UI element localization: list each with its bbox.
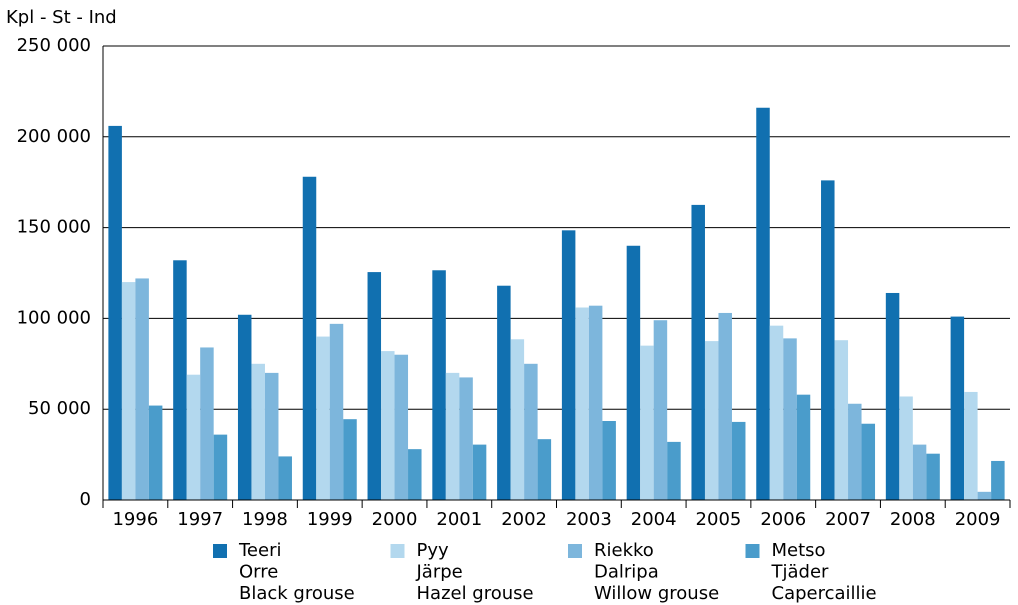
bar xyxy=(796,394,811,500)
x-tick-label: 2004 xyxy=(631,509,677,530)
bar xyxy=(821,180,835,500)
y-tick-label: 50 000 xyxy=(28,398,91,419)
bar xyxy=(718,312,732,500)
bar xyxy=(602,421,616,500)
bar xyxy=(408,449,422,500)
x-tick-label: 2003 xyxy=(566,509,612,530)
bar xyxy=(926,453,940,500)
x-tick-label: 2005 xyxy=(696,509,742,530)
bar xyxy=(653,320,668,500)
bar xyxy=(731,421,746,500)
x-tick-label: 2006 xyxy=(760,509,806,530)
bar xyxy=(783,338,797,500)
bar xyxy=(977,491,992,500)
x-tick-label: 1997 xyxy=(177,509,223,530)
bar xyxy=(964,391,978,500)
legend-label: Pyy xyxy=(417,540,450,561)
bar xyxy=(524,363,538,500)
bar xyxy=(885,292,900,500)
bar xyxy=(148,405,163,500)
y-tick-label: 0 xyxy=(80,489,91,510)
legend-label: Black grouse xyxy=(239,583,355,604)
bar xyxy=(588,305,603,500)
x-tick-label: 1999 xyxy=(307,509,353,530)
legend-label: Hazel grouse xyxy=(417,583,534,604)
legend-label: Metso xyxy=(772,540,826,561)
bar xyxy=(537,439,552,500)
legend-label: Teeri xyxy=(238,540,282,561)
bar xyxy=(834,340,849,500)
bar xyxy=(367,272,382,500)
y-tick-label: 250 000 xyxy=(17,35,91,56)
x-tick-label: 1996 xyxy=(112,509,158,530)
x-tick-label: 2000 xyxy=(372,509,418,530)
y-tick-label: 200 000 xyxy=(17,126,91,147)
x-tick-label: 2007 xyxy=(825,509,871,530)
bar xyxy=(626,245,641,500)
bar xyxy=(316,336,330,500)
bar xyxy=(135,278,149,500)
bar xyxy=(343,419,357,500)
bar xyxy=(704,341,719,500)
x-tick-label: 2002 xyxy=(501,509,547,530)
legend-swatch xyxy=(213,544,227,558)
bar xyxy=(472,444,487,500)
bar xyxy=(394,354,409,500)
legend-label: Dalripa xyxy=(594,562,659,583)
bar xyxy=(432,270,446,500)
legend-label: Riekko xyxy=(594,540,654,561)
bar xyxy=(264,372,279,500)
legend-swatch xyxy=(390,544,405,558)
bar xyxy=(213,434,228,500)
bar xyxy=(575,307,589,500)
x-tick-label: 2001 xyxy=(436,509,482,530)
bar xyxy=(991,460,1005,500)
bar xyxy=(848,403,862,500)
bar xyxy=(186,374,201,500)
legend-label: Tjäder xyxy=(771,562,830,583)
bar xyxy=(173,260,187,500)
bar xyxy=(510,339,525,500)
bar xyxy=(302,176,317,500)
bar xyxy=(769,325,784,500)
bar xyxy=(381,351,395,500)
bar xyxy=(667,441,681,500)
bar xyxy=(459,377,473,500)
bar xyxy=(497,285,511,500)
bar xyxy=(329,323,344,500)
legend-label: Orre xyxy=(239,562,278,583)
bar xyxy=(108,125,122,501)
bar xyxy=(899,396,913,500)
legend-label: Willow grouse xyxy=(594,583,719,604)
bar xyxy=(278,456,292,500)
legend-label: Capercaillie xyxy=(772,583,877,604)
bar xyxy=(200,347,214,500)
legend-swatch xyxy=(745,544,760,558)
x-tick-label: 1998 xyxy=(242,509,288,530)
legend-swatch xyxy=(568,544,582,558)
bar xyxy=(121,282,136,500)
y-axis-label: Kpl - St - Ind xyxy=(6,7,117,28)
bar xyxy=(445,372,460,500)
x-tick-label: 2008 xyxy=(890,509,936,530)
bar xyxy=(912,444,927,500)
bar xyxy=(640,345,654,500)
bar xyxy=(237,314,252,500)
bar xyxy=(561,230,576,500)
bar xyxy=(861,423,876,500)
legend-label: Järpe xyxy=(416,562,463,583)
bar xyxy=(251,363,265,500)
x-tick-label: 2009 xyxy=(955,509,1001,530)
bar xyxy=(691,204,705,500)
bar xyxy=(756,107,770,500)
bar xyxy=(950,316,965,500)
y-tick-label: 100 000 xyxy=(17,307,91,328)
y-tick-label: 150 000 xyxy=(17,217,91,238)
